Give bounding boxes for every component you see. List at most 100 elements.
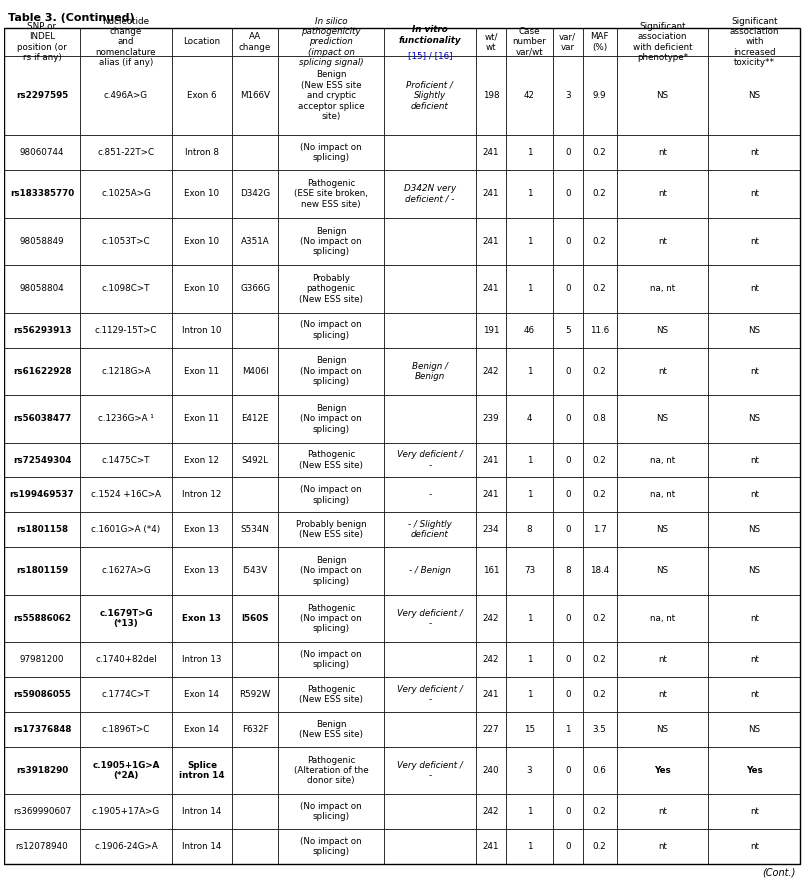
Text: 0.8: 0.8 bbox=[592, 414, 607, 423]
Text: F632F: F632F bbox=[242, 725, 268, 734]
Bar bbox=[172, 395, 232, 442]
Bar bbox=[476, 512, 506, 547]
Text: var/
var: var/ var bbox=[559, 33, 576, 51]
Bar bbox=[476, 218, 506, 265]
Text: 241: 241 bbox=[483, 456, 499, 464]
Text: c.1218G>A: c.1218G>A bbox=[101, 366, 151, 376]
Text: Exon 13: Exon 13 bbox=[184, 566, 220, 576]
Bar bbox=[232, 829, 279, 864]
Bar bbox=[506, 712, 552, 747]
Text: 3: 3 bbox=[565, 91, 571, 100]
Bar bbox=[4, 747, 80, 795]
Text: Probably benign
(New ESS site): Probably benign (New ESS site) bbox=[295, 520, 366, 540]
Bar bbox=[384, 218, 476, 265]
Bar bbox=[506, 795, 552, 829]
Bar bbox=[552, 348, 583, 395]
Bar bbox=[476, 442, 506, 478]
Bar bbox=[708, 512, 800, 547]
Bar bbox=[506, 313, 552, 348]
Text: 0: 0 bbox=[565, 807, 571, 816]
Bar bbox=[80, 795, 172, 829]
Text: nt: nt bbox=[750, 490, 759, 500]
Bar bbox=[232, 712, 279, 747]
Text: 0: 0 bbox=[565, 842, 571, 851]
Text: c.1053T>C: c.1053T>C bbox=[101, 237, 151, 246]
Text: 242: 242 bbox=[483, 366, 499, 376]
Bar bbox=[279, 265, 384, 313]
Bar bbox=[708, 747, 800, 795]
Bar bbox=[279, 442, 384, 478]
Bar bbox=[80, 747, 172, 795]
Bar bbox=[708, 348, 800, 395]
Bar bbox=[279, 170, 384, 218]
Text: AA
change: AA change bbox=[239, 33, 271, 51]
Text: 241: 241 bbox=[483, 190, 499, 199]
Text: rs369990607: rs369990607 bbox=[13, 807, 71, 816]
Bar bbox=[617, 313, 708, 348]
Text: 98058804: 98058804 bbox=[19, 284, 64, 293]
Bar bbox=[4, 170, 80, 218]
Bar bbox=[384, 135, 476, 170]
Text: 0.2: 0.2 bbox=[592, 614, 607, 623]
Text: 15: 15 bbox=[524, 725, 535, 734]
Bar bbox=[80, 348, 172, 395]
Text: na, nt: na, nt bbox=[650, 456, 675, 464]
Bar bbox=[506, 218, 552, 265]
Bar bbox=[583, 27, 617, 57]
Bar bbox=[232, 348, 279, 395]
Text: 0.2: 0.2 bbox=[592, 366, 607, 376]
Bar bbox=[583, 395, 617, 442]
Bar bbox=[80, 57, 172, 135]
Bar bbox=[708, 642, 800, 677]
Text: 0.2: 0.2 bbox=[592, 237, 607, 246]
Bar bbox=[4, 677, 80, 712]
Text: S534N: S534N bbox=[241, 525, 270, 534]
Text: 0.2: 0.2 bbox=[592, 690, 607, 699]
Bar bbox=[172, 712, 232, 747]
Text: nt: nt bbox=[750, 366, 759, 376]
Bar bbox=[708, 547, 800, 594]
Bar bbox=[506, 348, 552, 395]
Bar bbox=[583, 135, 617, 170]
Bar bbox=[279, 829, 384, 864]
Text: 0: 0 bbox=[565, 148, 571, 157]
Bar bbox=[583, 218, 617, 265]
Bar bbox=[476, 642, 506, 677]
Text: na, nt: na, nt bbox=[650, 490, 675, 500]
Bar bbox=[583, 712, 617, 747]
Bar bbox=[279, 747, 384, 795]
Text: Exon 14: Exon 14 bbox=[184, 725, 220, 734]
Bar bbox=[708, 170, 800, 218]
Text: Exon 11: Exon 11 bbox=[184, 366, 220, 376]
Bar bbox=[232, 170, 279, 218]
Text: nt: nt bbox=[658, 807, 667, 816]
Bar bbox=[4, 313, 80, 348]
Text: nt: nt bbox=[750, 690, 759, 699]
Bar bbox=[617, 170, 708, 218]
Text: I543V: I543V bbox=[242, 566, 268, 576]
Text: NS: NS bbox=[749, 725, 761, 734]
Bar bbox=[80, 170, 172, 218]
Bar bbox=[172, 57, 232, 135]
Bar bbox=[279, 57, 384, 135]
Text: 0.2: 0.2 bbox=[592, 284, 607, 293]
Bar bbox=[708, 795, 800, 829]
Text: rs183385770: rs183385770 bbox=[10, 190, 74, 199]
Text: A351A: A351A bbox=[241, 237, 270, 246]
Bar bbox=[4, 795, 80, 829]
Bar bbox=[384, 594, 476, 642]
Text: R592W: R592W bbox=[239, 690, 270, 699]
Bar bbox=[506, 829, 552, 864]
Bar bbox=[384, 265, 476, 313]
Bar bbox=[708, 265, 800, 313]
Text: (No impact on
splicing): (No impact on splicing) bbox=[300, 321, 362, 340]
Bar bbox=[552, 677, 583, 712]
Text: Exon 10: Exon 10 bbox=[184, 190, 220, 199]
Bar bbox=[279, 218, 384, 265]
Text: Pathogenic
(ESE site broken,
new ESS site): Pathogenic (ESE site broken, new ESS sit… bbox=[294, 179, 368, 208]
Bar bbox=[232, 395, 279, 442]
Bar bbox=[506, 547, 552, 594]
Bar bbox=[172, 348, 232, 395]
Bar bbox=[172, 795, 232, 829]
Bar bbox=[617, 265, 708, 313]
